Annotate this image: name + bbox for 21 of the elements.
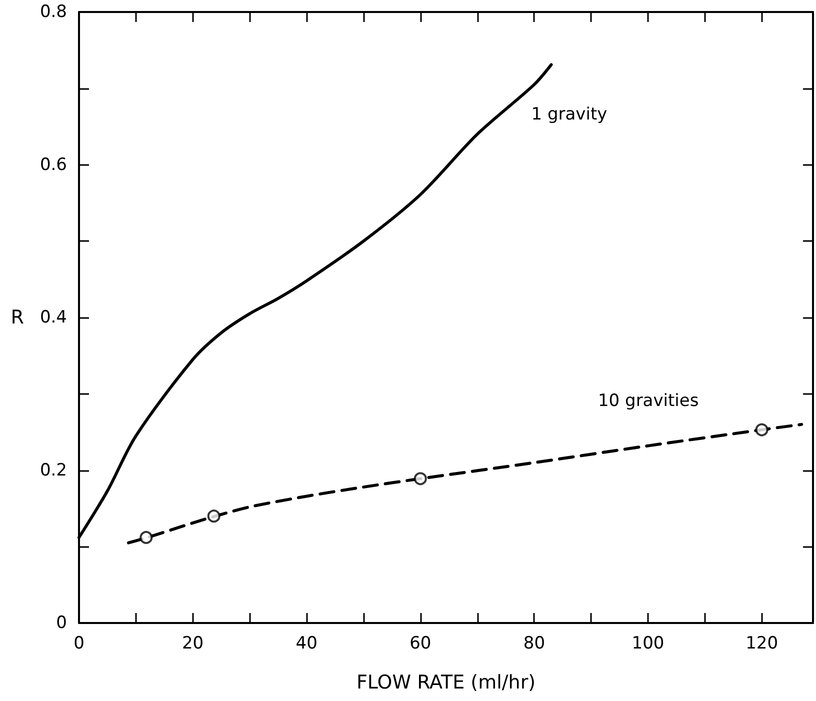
y-axis-title: R — [10, 306, 24, 328]
x-tick-label: 60 — [410, 634, 432, 654]
point — [207, 510, 220, 523]
point — [414, 472, 427, 486]
x-axis-title: FLOW RATE (ml/hr) — [356, 672, 536, 694]
x-tick-label: 100 — [632, 634, 664, 654]
series-label: 1 gravity — [531, 104, 608, 125]
y-tick-label: 0 — [56, 613, 67, 633]
x-tick-label: 120 — [746, 634, 778, 654]
x-tick-label: 0 — [74, 634, 84, 654]
y-tick-label: 0.2 — [40, 460, 67, 480]
x-tick-label: 40 — [296, 634, 318, 654]
line-series — [127, 422, 804, 544]
point — [755, 423, 768, 436]
series-label: 10 gravities — [598, 390, 699, 411]
y-tick-label: 0.8 — [40, 2, 67, 22]
x-tick-label: 20 — [182, 634, 204, 654]
point — [140, 530, 153, 544]
y-tick-label: 0.4 — [40, 308, 67, 328]
x-tick-label: 80 — [523, 634, 546, 654]
y-tick-label: 0.6 — [40, 154, 67, 175]
